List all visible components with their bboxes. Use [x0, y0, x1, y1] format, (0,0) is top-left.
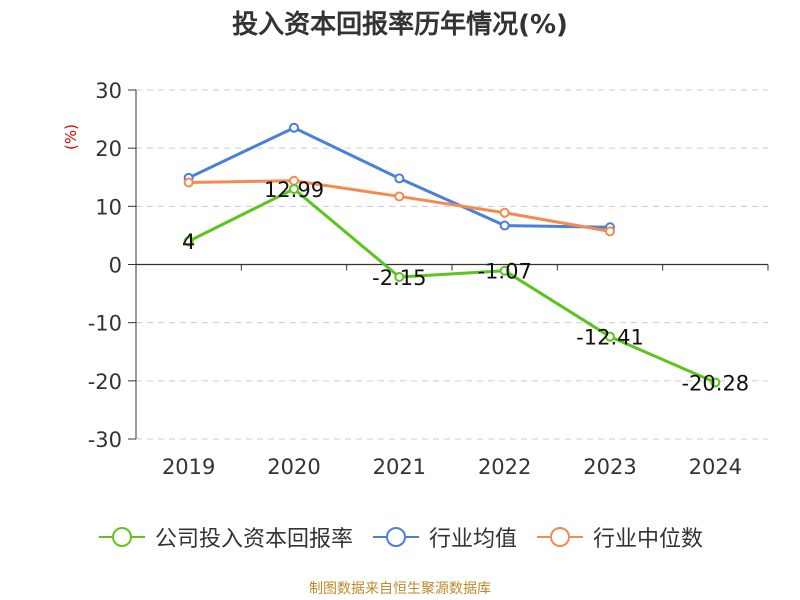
x-tick-label: 2023 — [583, 455, 636, 479]
data-point[interactable] — [605, 226, 615, 237]
y-tick-label: -30 — [88, 428, 122, 452]
data-label: -2.15 — [372, 266, 426, 290]
data-label: 4 — [182, 230, 195, 254]
data-point[interactable] — [499, 220, 510, 231]
data-point[interactable] — [499, 207, 510, 218]
x-tick-label: 2021 — [373, 455, 426, 479]
chart-legend: 公司投入资本回报率 行业均值 行业中位数 — [0, 520, 800, 554]
data-label: -20.28 — [681, 371, 749, 395]
y-tick-label: -10 — [88, 312, 122, 336]
data-point[interactable] — [394, 173, 405, 184]
data-point[interactable] — [710, 377, 721, 388]
data-point[interactable] — [394, 272, 405, 283]
line-chart: -30 -20 -10 0 10 20 30 2019 2020 2021 2022 2023 2024… — [88, 79, 769, 479]
legend-line-marker-icon — [98, 527, 145, 547]
legend-item-industry-median[interactable]: 行业中位数 — [535, 521, 703, 553]
data-point[interactable] — [289, 183, 299, 194]
data-label: -12.41 — [576, 326, 644, 350]
series-line — [187, 187, 716, 384]
data-point[interactable] — [605, 331, 615, 342]
x-tick-label: 2022 — [478, 455, 531, 479]
legend-item-industry-mean[interactable]: 行业均值 — [371, 521, 517, 553]
data-label: -1.07 — [477, 260, 531, 284]
data-point[interactable] — [183, 236, 194, 247]
data-source-note: 制图数据来自恒生聚源数据库 — [309, 581, 491, 597]
x-tick-label: 2019 — [162, 455, 215, 479]
legend-item-company[interactable]: 公司投入资本回报率 — [97, 521, 353, 553]
legend-label: 行业均值 — [428, 527, 517, 552]
y-tick-label: -20 — [88, 370, 122, 394]
y-tick-label: 10 — [95, 195, 122, 219]
chart-title: 投入资本回报率历年情况(%) — [232, 10, 568, 40]
data-point[interactable] — [289, 122, 299, 133]
y-tick-label: 20 — [95, 137, 122, 161]
x-tick-label: 2024 — [689, 455, 742, 479]
legend-line-marker-icon — [537, 527, 583, 547]
legend-label: 行业中位数 — [593, 527, 704, 552]
data-point[interactable] — [499, 265, 510, 276]
y-tick-label: 0 — [109, 254, 122, 278]
data-point[interactable] — [183, 177, 194, 188]
legend-line-marker-icon — [372, 527, 419, 547]
y-tick-label: 30 — [95, 79, 122, 103]
data-label: 12.99 — [264, 178, 324, 202]
legend-label: 公司投入资本回报率 — [154, 527, 353, 552]
x-tick-label: 2020 — [267, 455, 320, 479]
data-point[interactable] — [394, 191, 405, 202]
